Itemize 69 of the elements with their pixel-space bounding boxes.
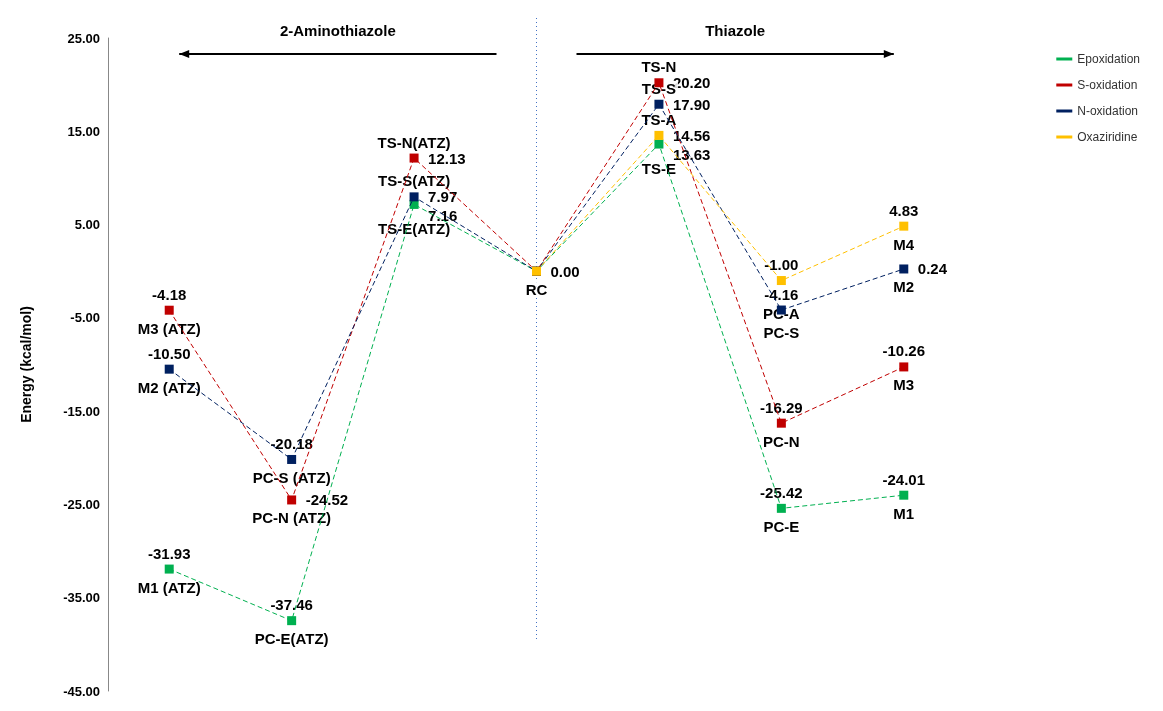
legend-label: Epoxidation	[1077, 52, 1141, 66]
data-label: -10.50	[147, 344, 191, 362]
point	[164, 564, 174, 574]
y-tick-label: 25.00	[67, 30, 100, 46]
data-label: 0.00	[550, 262, 580, 280]
point	[776, 276, 786, 286]
annotation: M1 (ATZ)	[137, 578, 201, 596]
data-label: -1.00	[764, 256, 799, 274]
annotation: PC-N (ATZ)	[252, 509, 332, 527]
point	[899, 221, 909, 231]
data-label: -20.18	[270, 434, 313, 452]
annotation: TS-S(ATZ)	[377, 172, 451, 190]
y-axis-title: Energy (kcal/mol)	[18, 306, 34, 423]
point	[776, 418, 786, 428]
data-label: -4.16	[764, 285, 799, 303]
annotation: M2	[893, 278, 915, 296]
data-label: -25.42	[760, 483, 803, 501]
annotation: TS-A	[641, 110, 677, 128]
annotation: PC-E(ATZ)	[254, 630, 329, 648]
annotation: TS-N(ATZ)	[377, 133, 451, 151]
y-tick-label: -35.00	[63, 590, 100, 606]
data-label: -16.29	[760, 398, 803, 416]
y-tick-label: -15.00	[63, 403, 100, 419]
point	[654, 130, 664, 140]
legend-label: S-oxidation	[1077, 78, 1138, 92]
point	[899, 264, 909, 274]
annotation: M2 (ATZ)	[137, 378, 201, 396]
point	[164, 364, 174, 374]
point	[776, 503, 786, 513]
annotation: M4	[893, 235, 915, 253]
y-tick-label: 5.00	[74, 217, 100, 233]
annotation: PC-E	[763, 517, 800, 535]
point	[164, 305, 174, 315]
data-label: -24.01	[882, 470, 926, 488]
data-label: -37.46	[270, 596, 313, 614]
data-label: 14.56	[672, 126, 711, 144]
data-label: -4.18	[152, 285, 187, 303]
point	[409, 192, 419, 202]
legend-label: N-oxidation	[1077, 104, 1138, 118]
annotation: PC-N	[763, 432, 800, 450]
annotation: PC-S	[763, 323, 800, 341]
point	[654, 139, 664, 149]
y-tick-label: -5.00	[70, 310, 100, 326]
annotation: TS-N	[641, 58, 677, 76]
y-tick-label: 15.00	[67, 123, 100, 139]
data-label: -24.52	[305, 491, 349, 509]
point	[899, 362, 909, 372]
annotation: M3 (ATZ)	[137, 319, 201, 337]
data-label: -31.93	[147, 544, 191, 562]
legend-label: Oxaziridine	[1077, 130, 1138, 144]
data-label: -10.26	[882, 342, 926, 360]
data-label: 7.97	[428, 188, 458, 206]
data-label: 0.24	[917, 260, 948, 278]
point	[287, 616, 297, 626]
annotation: Thiazole	[705, 21, 766, 39]
point	[287, 495, 297, 505]
data-label: 4.83	[889, 201, 919, 219]
y-tick-label: -45.00	[63, 683, 100, 699]
annotation: M3	[893, 376, 915, 394]
point	[899, 490, 909, 500]
point	[654, 99, 664, 109]
data-label: 17.90	[672, 95, 711, 113]
y-tick-label: -25.00	[63, 496, 100, 512]
point	[287, 454, 297, 464]
annotation: M1	[893, 504, 915, 522]
point	[409, 153, 419, 163]
annotation: PC-S (ATZ)	[252, 468, 331, 486]
annotation: 2-Aminothiazole	[279, 21, 396, 39]
annotation: RC	[525, 280, 548, 298]
